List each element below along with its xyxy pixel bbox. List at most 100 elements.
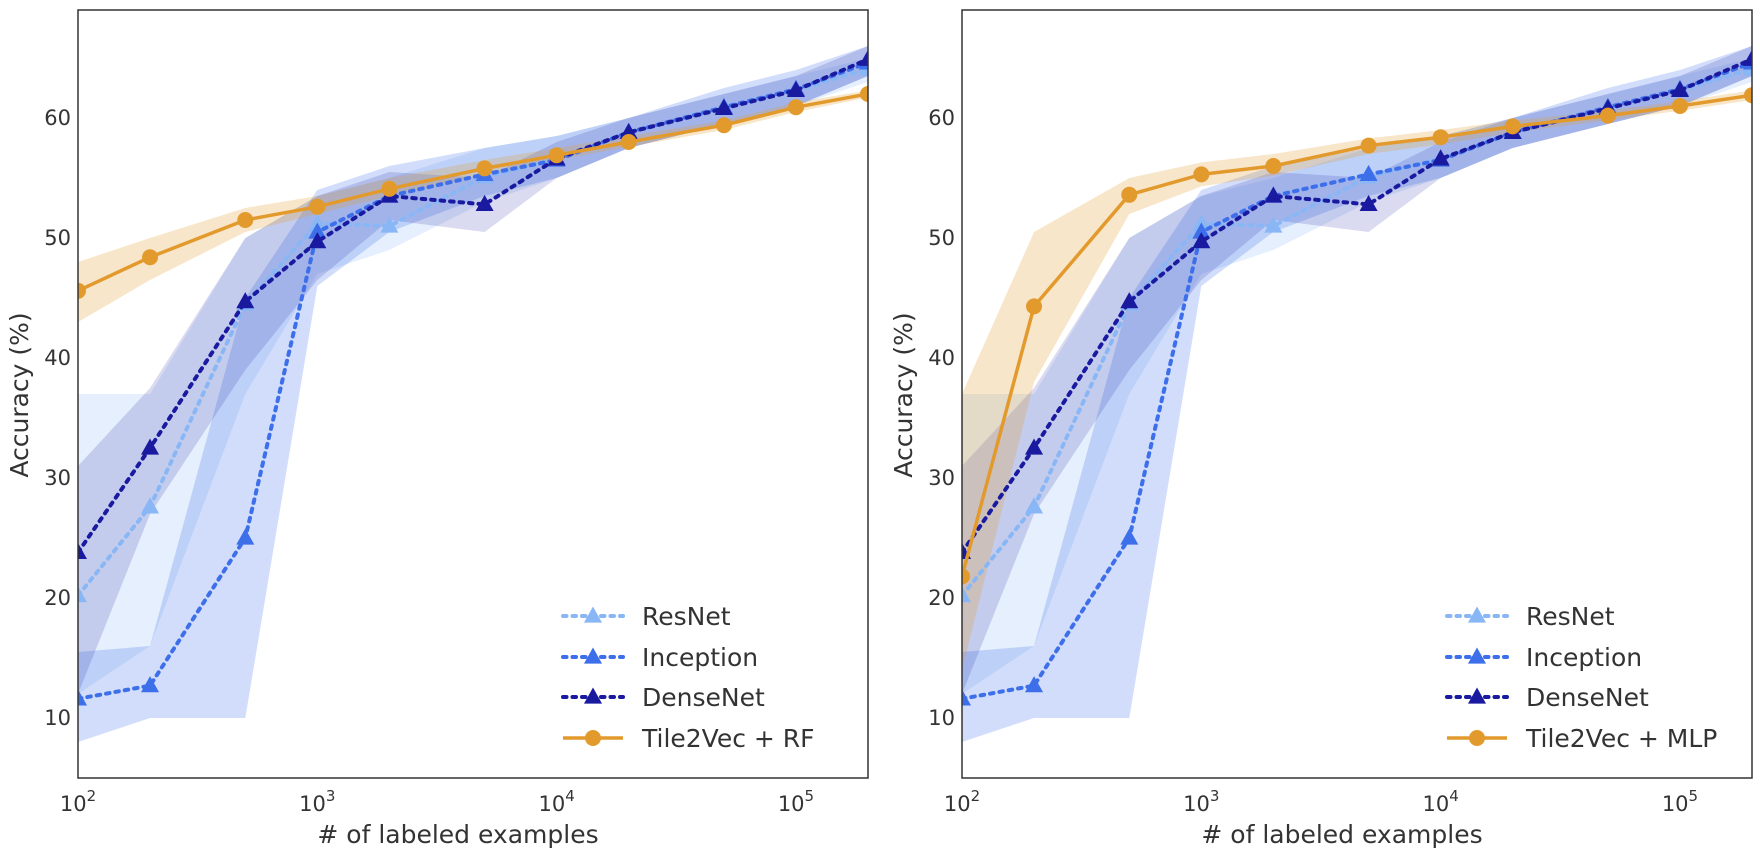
resnet-point: [1264, 216, 1283, 233]
tile2vec-mlp-point: [1265, 158, 1282, 174]
y-tick-label: 50: [44, 226, 71, 250]
densenet-point: [236, 292, 255, 309]
inception-point: [1359, 164, 1378, 182]
legend-item-densenet: DenseNet: [561, 683, 765, 712]
y-tick-label: 40: [44, 346, 71, 370]
y-tick-label: 20: [928, 586, 955, 610]
tile2vec-mlp-point: [1744, 87, 1752, 104]
legend-marker-densenet: [583, 687, 603, 704]
x-tick-base: 10: [1183, 792, 1210, 816]
tile2vec-rf-point: [787, 99, 804, 116]
inception-point: [962, 689, 972, 706]
densenet-point: [1192, 232, 1211, 249]
x-tick-exponent: 3: [326, 787, 336, 805]
densenet-point: [1359, 194, 1378, 212]
x-tick-label: 102: [60, 787, 96, 816]
resnet-point: [141, 497, 160, 514]
y-tick-label: 30: [44, 466, 71, 490]
y-tick-label: 40: [928, 346, 955, 370]
plot-area: [78, 46, 868, 742]
x-tick-base: 10: [1422, 792, 1449, 816]
densenet-point: [786, 80, 805, 98]
legend-marker-tile2vec-mlp: [1469, 730, 1485, 746]
inception-point: [141, 676, 160, 693]
legend-item-resnet: ResNet: [1445, 602, 1615, 631]
tile2vec-mlp-point: [962, 568, 970, 585]
tile2vec-mlp-point: [1026, 298, 1043, 315]
tile2vec-rf-point: [476, 160, 493, 177]
tile2vec-mlp-point: [1121, 186, 1138, 203]
densenet-point: [1670, 80, 1689, 98]
x-tick-label: 104: [538, 787, 574, 816]
tile2vec-mlp-point: [1432, 129, 1449, 146]
legend-label-resnet: ResNet: [1526, 602, 1615, 631]
y-tick-label: 10: [44, 706, 71, 730]
y-axis-label: Accuracy (%): [889, 312, 918, 477]
tile2vec-rf-point: [860, 86, 868, 102]
tile2vec-mlp-point: [1671, 98, 1688, 114]
inception-point: [1192, 222, 1211, 239]
legend-marker-inception: [1467, 647, 1487, 664]
y-tick-label: 20: [44, 586, 71, 610]
x-tick-base: 10: [778, 792, 805, 816]
legend-marker-resnet: [1467, 606, 1487, 623]
resnet-point: [380, 216, 399, 233]
legend-item-densenet: DenseNet: [1445, 683, 1649, 712]
x-tick-exponent: 3: [1210, 787, 1220, 805]
resnet-confidence-band: [962, 58, 1752, 694]
tile2vec-rf-point: [381, 180, 398, 197]
x-tick-exponent: 2: [87, 787, 97, 805]
legend-marker-tile2vec-rf: [585, 730, 601, 746]
x-axis-label: # of labeled examples: [317, 820, 598, 849]
x-tick-exponent: 2: [971, 787, 981, 805]
tile2vec-mlp-point: [1360, 137, 1377, 154]
x-tick-exponent: 4: [1449, 787, 1459, 805]
legend-item-tile2vec-rf: Tile2Vec + RF: [563, 724, 815, 753]
densenet-point: [714, 98, 733, 116]
x-tick-base: 10: [944, 792, 971, 816]
legend-marker-inception: [583, 647, 603, 664]
x-tick-label: 103: [299, 787, 335, 816]
x-tick-label: 105: [778, 787, 814, 816]
x-tick-base: 10: [60, 792, 87, 816]
inception-point: [1120, 528, 1139, 545]
legend-item-resnet: ResNet: [561, 602, 731, 631]
tile2vec-mlp-point: [1193, 166, 1210, 183]
tile2vec-rf-point: [548, 147, 565, 164]
inception-point: [308, 222, 327, 239]
densenet-confidence-band: [78, 46, 868, 694]
densenet-point: [619, 122, 638, 140]
densenet-point: [78, 542, 88, 560]
x-tick-base: 10: [538, 792, 565, 816]
legend-marker-resnet: [583, 606, 603, 623]
x-axis-label: # of labeled examples: [1201, 820, 1482, 849]
densenet-point: [141, 438, 160, 455]
tile2vec-rf-point: [620, 134, 637, 150]
densenet-point: [1120, 292, 1139, 309]
resnet-point: [962, 586, 972, 603]
tile2vec-rf-point: [237, 212, 254, 228]
resnet-point: [78, 586, 88, 603]
plot-frame: [961, 9, 1753, 779]
inception-point: [1025, 676, 1044, 693]
y-axis-label: Accuracy (%): [5, 312, 34, 477]
densenet-point: [1742, 49, 1752, 66]
y-tick-label: 60: [928, 106, 955, 130]
y-tick-label: 60: [44, 106, 71, 130]
legend: ResNet Inception DenseNet Tile2Vec + RF: [561, 602, 815, 753]
densenet-point: [962, 542, 972, 560]
densenet-point: [308, 232, 327, 249]
y-tick-label: 10: [928, 706, 955, 730]
x-tick-exponent: 5: [1689, 787, 1699, 805]
densenet-point: [1431, 149, 1450, 166]
plot-area: [962, 46, 1752, 742]
resnet-point: [308, 214, 327, 231]
x-tick-label: 103: [1183, 787, 1219, 816]
plot-frame: [77, 9, 869, 779]
legend-label-densenet: DenseNet: [1526, 683, 1649, 712]
tile2vec-mlp-point: [1504, 118, 1521, 135]
y-tick-label: 30: [928, 466, 955, 490]
legend-label-resnet: ResNet: [642, 602, 731, 631]
resnet-point: [1192, 214, 1211, 231]
x-tick-label: 102: [944, 787, 980, 816]
